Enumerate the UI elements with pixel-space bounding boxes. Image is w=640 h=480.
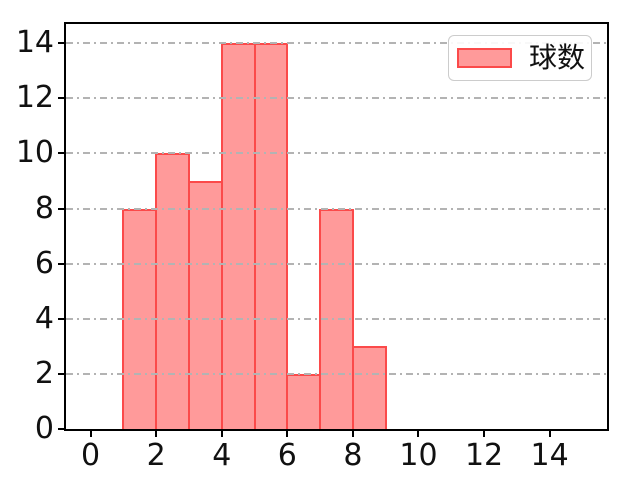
x-tick-mark — [548, 431, 551, 437]
x-tick-label: 0 — [81, 438, 101, 473]
histogram-bar — [253, 43, 289, 429]
histogram-bar — [122, 208, 158, 429]
x-tick-mark — [351, 431, 354, 437]
y-tick-mark — [58, 372, 64, 375]
histogram-bar — [220, 43, 256, 429]
y-tick-mark — [58, 152, 64, 155]
y-tick-mark — [58, 97, 64, 100]
y-tick-mark — [58, 428, 64, 430]
y-tick-mark — [58, 317, 64, 320]
x-tick-label: 6 — [277, 438, 297, 473]
x-tick-mark — [483, 431, 486, 437]
y-tick-label: 0 — [34, 411, 54, 446]
histogram-bar — [319, 208, 354, 429]
x-tick-mark — [155, 431, 158, 437]
x-tick-mark — [220, 431, 223, 437]
x-tick-label: 10 — [399, 438, 438, 473]
x-tick-label: 14 — [530, 438, 569, 473]
x-tick-label: 2 — [146, 438, 166, 473]
y-tick-label: 14 — [15, 25, 54, 61]
y-tick-label: 10 — [15, 135, 54, 171]
x-tick-label: 12 — [464, 438, 504, 473]
y-tick-label: 6 — [34, 245, 54, 281]
x-tick-mark — [286, 431, 289, 437]
x-tick-label: 8 — [343, 438, 363, 473]
y-tick-label: 8 — [34, 190, 54, 226]
histogram-bar — [187, 181, 223, 429]
plot-area — [64, 22, 609, 431]
y-tick-mark — [58, 262, 64, 265]
y-tick-mark — [58, 42, 64, 45]
x-tick-mark — [417, 431, 420, 437]
y-tick-mark — [58, 207, 64, 210]
histogram-bar — [351, 346, 387, 429]
y-tick-label: 4 — [34, 300, 54, 336]
x-tick-label: 4 — [212, 438, 232, 473]
legend-swatch — [457, 48, 512, 68]
bars-layer — [66, 24, 607, 429]
y-tick-label: 2 — [34, 355, 54, 391]
histogram-bar — [155, 153, 190, 429]
legend: 球数 — [448, 35, 592, 81]
x-tick-mark — [89, 431, 92, 437]
histogram-bar — [286, 373, 322, 429]
legend-label: 球数 — [529, 41, 586, 74]
y-tick-label: 12 — [15, 80, 54, 116]
